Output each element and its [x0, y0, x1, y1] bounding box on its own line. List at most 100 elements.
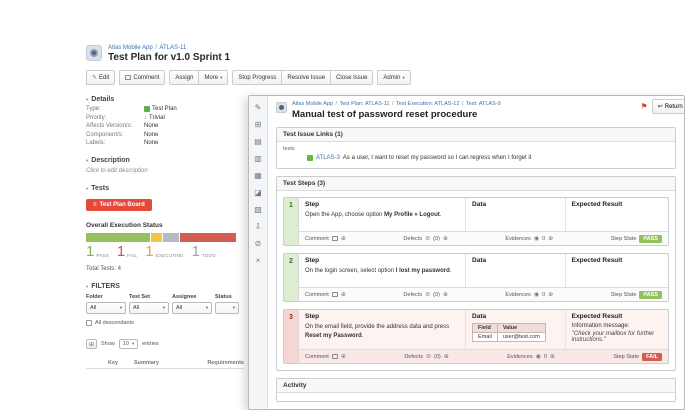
resolve-issue-button[interactable]: Resolve Issue [282, 70, 332, 85]
test-issue-links-heading: Test Issue Links (1) [277, 128, 675, 142]
step-state-badge[interactable]: PASS [639, 290, 662, 299]
add-evidence-icon[interactable]: ⊕ [548, 292, 554, 298]
key-column-header[interactable]: Key [108, 360, 119, 366]
test-plan-board-button[interactable]: ≡ Test Plan Board [86, 199, 152, 211]
add-defect-icon[interactable]: ⊕ [442, 292, 448, 298]
story-icon [307, 155, 313, 161]
list-icon[interactable]: ▤ [254, 137, 262, 146]
test-step-row: 3 Step On the email field, provide the a… [283, 309, 669, 364]
summary-column-header[interactable]: Summary [134, 360, 160, 366]
breadcrumb-test-execution-link[interactable]: Test Execution: ATLAS-12 [395, 101, 460, 107]
panel-actions: ⚑ ↩ Return to Test Execution [641, 99, 684, 114]
comment-group: Comment ⊕ [305, 291, 346, 299]
breadcrumb-test-plan-link[interactable]: Test Plan: ATLAS-11 [339, 101, 390, 107]
comment-button[interactable]: Comment [119, 70, 166, 85]
chevron-down-icon: ▾ [232, 305, 235, 310]
components-value: None [144, 131, 159, 138]
block-icon[interactable]: ⊘ [254, 239, 262, 248]
test-set-filter-select[interactable]: All ▾ [129, 302, 169, 314]
download-icon[interactable]: ⇩ [254, 222, 262, 231]
all-descendants-label: All descendants [95, 320, 134, 326]
description-heading: Description [91, 157, 130, 164]
details-section-header[interactable]: ▾ Details [86, 96, 244, 103]
assign-button-label: Assign [175, 74, 194, 81]
breadcrumb-project-link[interactable]: Atlas Mobile App [292, 101, 333, 107]
comment-label[interactable]: Comment [305, 353, 329, 360]
return-to-test-execution-button[interactable]: ↩ Return to Test Execution [651, 99, 684, 114]
step-state-label: Step State [610, 235, 637, 242]
comment-label[interactable]: Comment [305, 291, 329, 298]
all-descendants-checkbox[interactable] [86, 320, 92, 326]
tests-section-header[interactable]: ▾ Tests [86, 185, 244, 192]
stop-progress-button[interactable]: Stop Progress [232, 70, 283, 85]
show-entries-select[interactable]: 10 ▾ [118, 339, 139, 349]
details-rows: Type: Test Plan Priority: ↓ Trivial Affe… [86, 106, 244, 146]
flag-icon[interactable]: ⚑ [640, 102, 648, 111]
edit-button[interactable]: ✎ Edit [86, 70, 116, 85]
report-icon[interactable]: ▧ [254, 205, 262, 214]
admin-button[interactable]: Admin ▾ [377, 70, 411, 85]
tests-heading: Tests [91, 185, 110, 192]
folder-filter-select[interactable]: All ▾ [86, 302, 126, 314]
chevron-down-icon: ▾ [86, 283, 89, 289]
chevron-down-icon: ▾ [119, 305, 122, 310]
breadcrumb-issue-link[interactable]: ATLAS-11 [159, 45, 187, 51]
status-filter-select[interactable]: ▾ [215, 302, 239, 314]
priority-label: Priority: [86, 114, 107, 121]
assignee-filter-select[interactable]: All ▾ [172, 302, 212, 314]
add-comment-icon[interactable]: ⊕ [340, 236, 346, 242]
detail-row-affects-version: Affects Version/s: None [86, 123, 244, 129]
close-issue-button[interactable]: Close Issue [331, 70, 374, 85]
step-footer: Comment ⊕ Defects ⊘ (0) ⊕ E [299, 231, 668, 245]
columns-picker-icon[interactable]: ⊞ [86, 339, 97, 349]
add-evidence-icon[interactable]: ⊕ [549, 354, 555, 360]
labels-value: None [144, 140, 159, 146]
comment-label[interactable]: Comment [305, 235, 329, 242]
chevron-down-icon: ▾ [220, 74, 223, 80]
breadcrumb-test-link[interactable]: Test: ATLAS-9 [465, 101, 501, 107]
more-button[interactable]: More ▾ [199, 70, 229, 85]
chart-icon[interactable]: ◪ [254, 188, 262, 197]
add-comment-icon[interactable]: ⊕ [340, 292, 346, 298]
issue-title: Test Plan for v1.0 Sprint 1 [108, 52, 231, 63]
pencil-icon[interactable]: ✎ [254, 103, 262, 112]
step-state-badge[interactable]: FAIL [642, 352, 662, 361]
panel-main: ⚑ ↩ Return to Test Execution Atlas Mobil… [268, 96, 684, 409]
board-columns-icon[interactable]: ▥ [254, 154, 262, 163]
return-icon: ↩ [657, 104, 663, 110]
close-icon[interactable]: × [255, 256, 261, 265]
affects-version-label: Affects Version/s: [86, 123, 133, 129]
add-defect-icon[interactable]: ⊕ [442, 236, 448, 242]
defects-count: (0) [433, 291, 440, 298]
breadcrumb-separator: / [335, 101, 338, 107]
description-edit-area[interactable]: Click to edit description [86, 168, 148, 174]
evidences-label: Evidences [505, 291, 531, 298]
executing-count: 1 EXECUTING [145, 244, 183, 259]
panel-icon-rail: ✎ ⊞ ▤ ▥ ▦ ◪ ▧ ⇩ ⊘ × [249, 96, 268, 409]
linked-issue-key[interactable]: ATLAS-3 [316, 155, 340, 161]
add-defect-icon[interactable]: ⊕ [443, 354, 449, 360]
step-description: On the login screen, select option I los… [305, 268, 452, 274]
evidences-count: 0 [543, 353, 547, 360]
evidence-eye-icon: ◉ [535, 354, 541, 360]
grid-icon[interactable]: ⊞ [254, 120, 262, 129]
assign-button[interactable]: Assign [169, 70, 200, 85]
requirements-column-header[interactable]: Requirements [207, 360, 244, 366]
add-comment-icon[interactable]: ⊕ [340, 354, 346, 360]
return-button-label: Return to Test Execution [664, 103, 684, 110]
step-state-badge[interactable]: PASS [639, 234, 662, 243]
affects-version-value: None [144, 123, 159, 129]
table-icon[interactable]: ▦ [254, 171, 262, 180]
add-evidence-icon[interactable]: ⊕ [548, 236, 554, 242]
chevron-down-icon: ▾ [205, 305, 208, 310]
defects-count: (0) [434, 353, 441, 360]
tests-table-header: Key Summary Requirements [86, 360, 244, 369]
filters-section-header[interactable]: ▾ FILTERS [86, 283, 244, 290]
description-section-header[interactable]: ▾ Description [86, 157, 244, 164]
priority-value: ↓ Trivial [144, 115, 165, 121]
comment-bubble-icon [331, 354, 338, 359]
type-value: Test Plan [144, 106, 177, 112]
step-state-label: Step State [613, 353, 640, 360]
breadcrumb-project-link[interactable]: Atlas Mobile App [108, 45, 153, 51]
all-descendants-row: All descendants [86, 320, 244, 326]
